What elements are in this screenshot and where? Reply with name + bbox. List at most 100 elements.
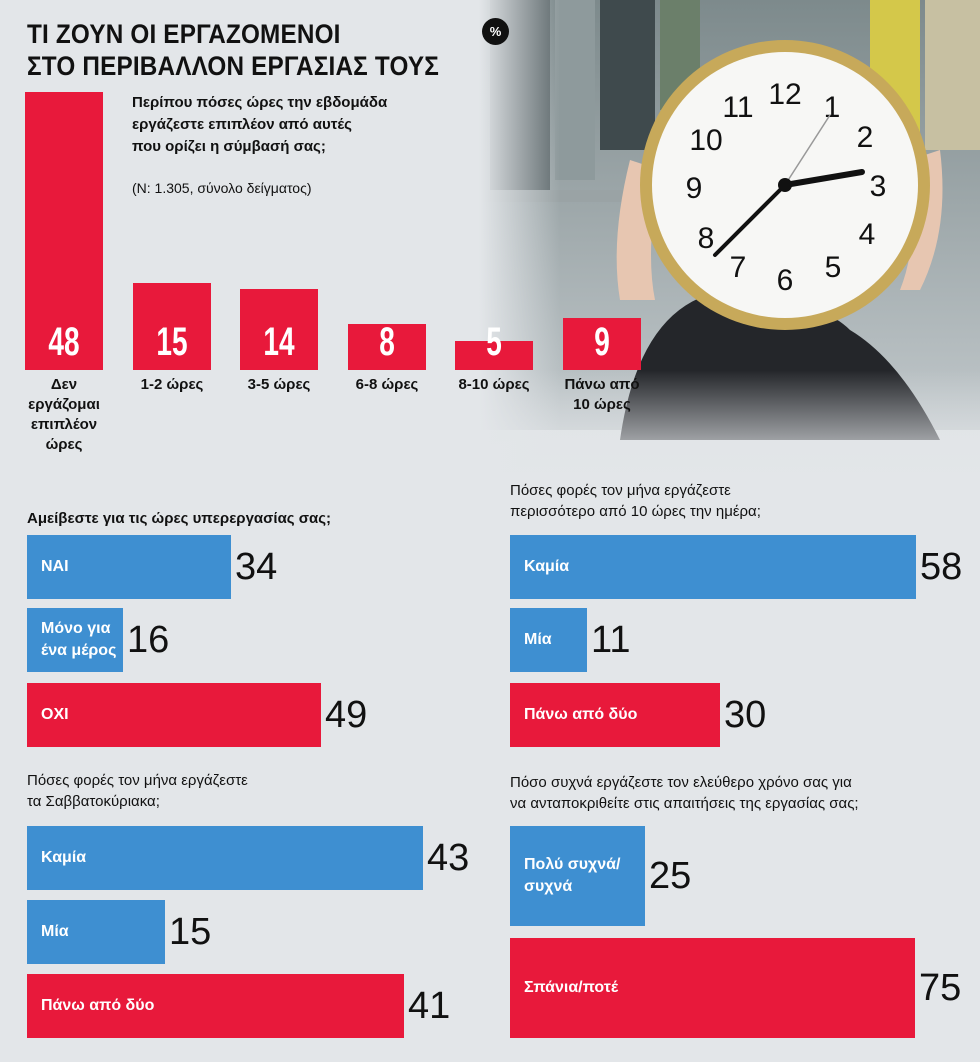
chart5-question: Πόσο συχνά εργάζεστε τον ελεύθερο χρόνο … bbox=[510, 772, 859, 814]
svg-text:5: 5 bbox=[825, 251, 842, 284]
category-label-line: Καμία bbox=[524, 558, 570, 575]
photo-fade bbox=[470, 0, 560, 480]
svg-text:7: 7 bbox=[730, 251, 747, 284]
category-label-line: συχνά bbox=[524, 878, 573, 895]
bar: Μία bbox=[510, 608, 587, 672]
category-label: Δεν εργάζομαι επιπλέον ώρες bbox=[13, 375, 115, 455]
page-title: ΤΙ ΖΟΥΝ ΟΙ ΕΡΓΑΖΟΜΕΝΟΙ ΣΤΟ ΠΕΡΙΒΑΛΛΟΝ ΕΡ… bbox=[27, 18, 439, 82]
svg-text:4: 4 bbox=[859, 218, 876, 251]
category-label-line: Μία bbox=[524, 631, 552, 648]
title-line-2: ΣΤΟ ΠΕΡΙΒΑΛΛΟΝ ΕΡΓΑΣΙΑΣ ΤΟΥΣ bbox=[27, 51, 440, 81]
chart1-question: Περίπου πόσες ώρες την εβδομάδα εργάζεστ… bbox=[132, 92, 432, 158]
category-label-line: 3-5 ώρες bbox=[247, 376, 311, 393]
category-label-line: επιπλέον bbox=[30, 416, 98, 433]
category-label: Μία bbox=[41, 921, 69, 943]
bar: Σπάνια/ποτέ bbox=[510, 938, 915, 1038]
category-label-line: Πολύ συχνά/ bbox=[524, 856, 621, 873]
category-label: Καμία bbox=[41, 847, 86, 869]
bar: Καμία bbox=[27, 826, 423, 890]
percent-badge: % bbox=[482, 18, 509, 45]
category-label-line: 6-8 ώρες bbox=[355, 376, 419, 393]
chart4-question: Πόσες φορές τον μήνα εργάζεστε τα Σαββατ… bbox=[27, 770, 248, 812]
chart5-question-line: να ανταποκριθείτε στις απαιτήσεις της ερ… bbox=[510, 795, 859, 812]
category-label-line: ένα μέρος bbox=[41, 642, 117, 659]
chart3-question: Πόσες φορές τον μήνα εργάζεστε περισσότε… bbox=[510, 480, 761, 522]
bar: Πολύ συχνά/συχνά bbox=[510, 826, 645, 926]
chart4-question-line: τα Σαββατοκύριακα; bbox=[27, 793, 160, 810]
svg-text:2: 2 bbox=[857, 121, 874, 154]
title-line-1: ΤΙ ΖΟΥΝ ΟΙ ΕΡΓΑΖΟΜΕΝΟΙ bbox=[27, 19, 341, 49]
svg-text:1: 1 bbox=[824, 91, 841, 124]
svg-text:9: 9 bbox=[686, 172, 703, 205]
bar-value-label: 48 bbox=[48, 320, 80, 364]
category-label: Πάνω από 10 ώρες bbox=[551, 375, 653, 415]
category-label-line: Μόνο για bbox=[41, 620, 111, 637]
category-label: ΝΑΙ bbox=[41, 556, 69, 578]
category-label: 3-5 ώρες bbox=[228, 375, 330, 395]
category-label: Πάνω από δύο bbox=[41, 995, 154, 1017]
category-label: Πολύ συχνά/συχνά bbox=[524, 854, 620, 898]
bar-value-label: 14 bbox=[263, 320, 295, 364]
category-label: ΟΧΙ bbox=[41, 704, 69, 726]
bar: Καμία bbox=[510, 535, 916, 599]
category-label-line: Καμία bbox=[41, 849, 87, 866]
bar-value-label: 30 bbox=[724, 694, 767, 736]
category-label-line: 1-2 ώρες bbox=[140, 376, 204, 393]
bar: Μία bbox=[27, 900, 165, 964]
chart2-question: Αμείβεστε για τις ώρες υπερεργασίας σας; bbox=[27, 508, 331, 529]
category-label-line: Μία bbox=[41, 923, 69, 940]
category-label-line: 10 ώρες bbox=[573, 396, 631, 413]
category-label: 6-8 ώρες bbox=[336, 375, 438, 395]
chart3-question-line: Πόσες φορές τον μήνα εργάζεστε bbox=[510, 482, 731, 499]
svg-text:12: 12 bbox=[768, 78, 801, 111]
svg-text:10: 10 bbox=[689, 124, 722, 157]
category-label: Καμία bbox=[524, 556, 569, 578]
svg-text:11: 11 bbox=[722, 91, 753, 124]
category-label-line: Πάνω από δύο bbox=[524, 706, 638, 723]
bar bbox=[348, 324, 426, 370]
bar: Πάνω από δύο bbox=[510, 683, 720, 747]
chart2-question-line: Αμείβεστε για τις ώρες υπερεργασίας σας; bbox=[27, 510, 332, 527]
bar-value-label: 41 bbox=[408, 985, 451, 1027]
bar bbox=[133, 283, 211, 370]
bar: Πάνω από δύο bbox=[27, 974, 404, 1038]
bar-value-label: 49 bbox=[325, 694, 368, 736]
chart1-question-line: που ορίζει η σύμβασή σας; bbox=[132, 138, 326, 155]
category-label-line: Πάνω από δύο bbox=[41, 997, 155, 1014]
bar-value-label: 16 bbox=[127, 619, 170, 661]
category-label: Μόνο για ένα μέρος bbox=[41, 618, 116, 662]
bar-value-label: 15 bbox=[169, 911, 212, 953]
category-label: 1-2 ώρες bbox=[121, 375, 223, 395]
bar-value-label: 25 bbox=[649, 855, 692, 897]
category-label-line: Δεν bbox=[50, 376, 78, 393]
bar bbox=[240, 289, 318, 370]
bar: ΝΑΙ bbox=[27, 535, 231, 599]
bar-value-label: 9 bbox=[594, 320, 610, 364]
svg-text:8: 8 bbox=[698, 222, 715, 255]
bar bbox=[25, 92, 103, 370]
bar-value-label: 15 bbox=[156, 320, 188, 364]
category-label-line: Σπάνια/ποτέ bbox=[524, 979, 619, 996]
category-label: 8-10 ώρες bbox=[443, 375, 545, 395]
svg-text:6: 6 bbox=[777, 264, 794, 297]
bar bbox=[455, 341, 533, 370]
bar: ΟΧΙ bbox=[27, 683, 321, 747]
bar bbox=[563, 318, 641, 370]
category-label: Μία bbox=[524, 629, 552, 651]
category-label-line: ΝΑΙ bbox=[41, 558, 69, 575]
bar-value-label: 8 bbox=[379, 320, 395, 364]
bar-value-label: 58 bbox=[920, 546, 963, 588]
category-label-line: Πάνω από bbox=[564, 376, 640, 393]
category-label: Σπάνια/ποτέ bbox=[524, 977, 618, 999]
category-label-line: εργάζομαι bbox=[28, 396, 100, 413]
bar-value-label: 43 bbox=[427, 837, 470, 879]
bar-value-label: 5 bbox=[486, 320, 502, 364]
bar: Μόνο για ένα μέρος bbox=[27, 608, 123, 672]
category-label: Πάνω από δύο bbox=[524, 704, 637, 726]
chart5-question-line: Πόσο συχνά εργάζεστε τον ελεύθερο χρόνο … bbox=[510, 774, 852, 791]
svg-text:3: 3 bbox=[870, 170, 887, 203]
chart1-question-line: Περίπου πόσες ώρες την εβδομάδα bbox=[132, 94, 388, 111]
sample-note: (N: 1.305, σύνολο δείγματος) bbox=[132, 180, 312, 196]
bar-value-label: 75 bbox=[919, 967, 962, 1009]
category-label-line: 8-10 ώρες bbox=[458, 376, 530, 393]
